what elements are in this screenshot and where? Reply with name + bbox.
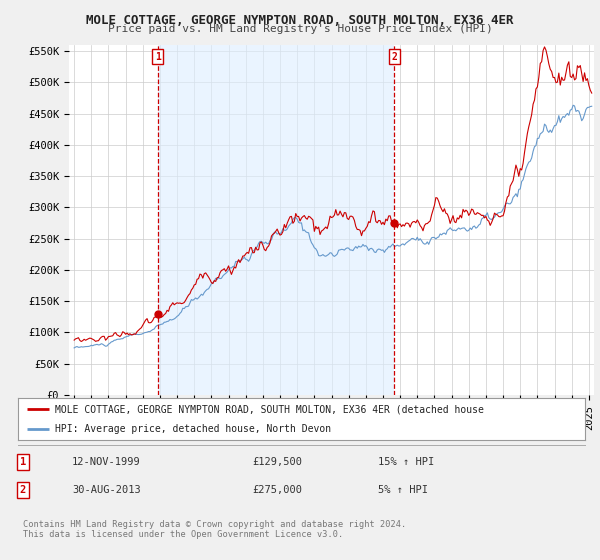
Text: MOLE COTTAGE, GEORGE NYMPTON ROAD, SOUTH MOLTON, EX36 4ER: MOLE COTTAGE, GEORGE NYMPTON ROAD, SOUTH… (86, 14, 514, 27)
Text: 1: 1 (155, 52, 161, 62)
Text: Price paid vs. HM Land Registry's House Price Index (HPI): Price paid vs. HM Land Registry's House … (107, 24, 493, 34)
Text: 12-NOV-1999: 12-NOV-1999 (72, 457, 141, 467)
Text: HPI: Average price, detached house, North Devon: HPI: Average price, detached house, Nort… (55, 424, 331, 434)
Text: 2: 2 (391, 52, 397, 62)
Text: 5% ↑ HPI: 5% ↑ HPI (378, 485, 428, 495)
Text: 30-AUG-2013: 30-AUG-2013 (72, 485, 141, 495)
Text: £129,500: £129,500 (252, 457, 302, 467)
Text: 1: 1 (20, 457, 26, 467)
Text: 15% ↑ HPI: 15% ↑ HPI (378, 457, 434, 467)
Text: Contains HM Land Registry data © Crown copyright and database right 2024.
This d: Contains HM Land Registry data © Crown c… (23, 520, 406, 539)
Bar (158, 45, 394, 395)
Text: MOLE COTTAGE, GEORGE NYMPTON ROAD, SOUTH MOLTON, EX36 4ER (detached house: MOLE COTTAGE, GEORGE NYMPTON ROAD, SOUTH… (55, 404, 484, 414)
Text: 2: 2 (20, 485, 26, 495)
Text: £275,000: £275,000 (252, 485, 302, 495)
